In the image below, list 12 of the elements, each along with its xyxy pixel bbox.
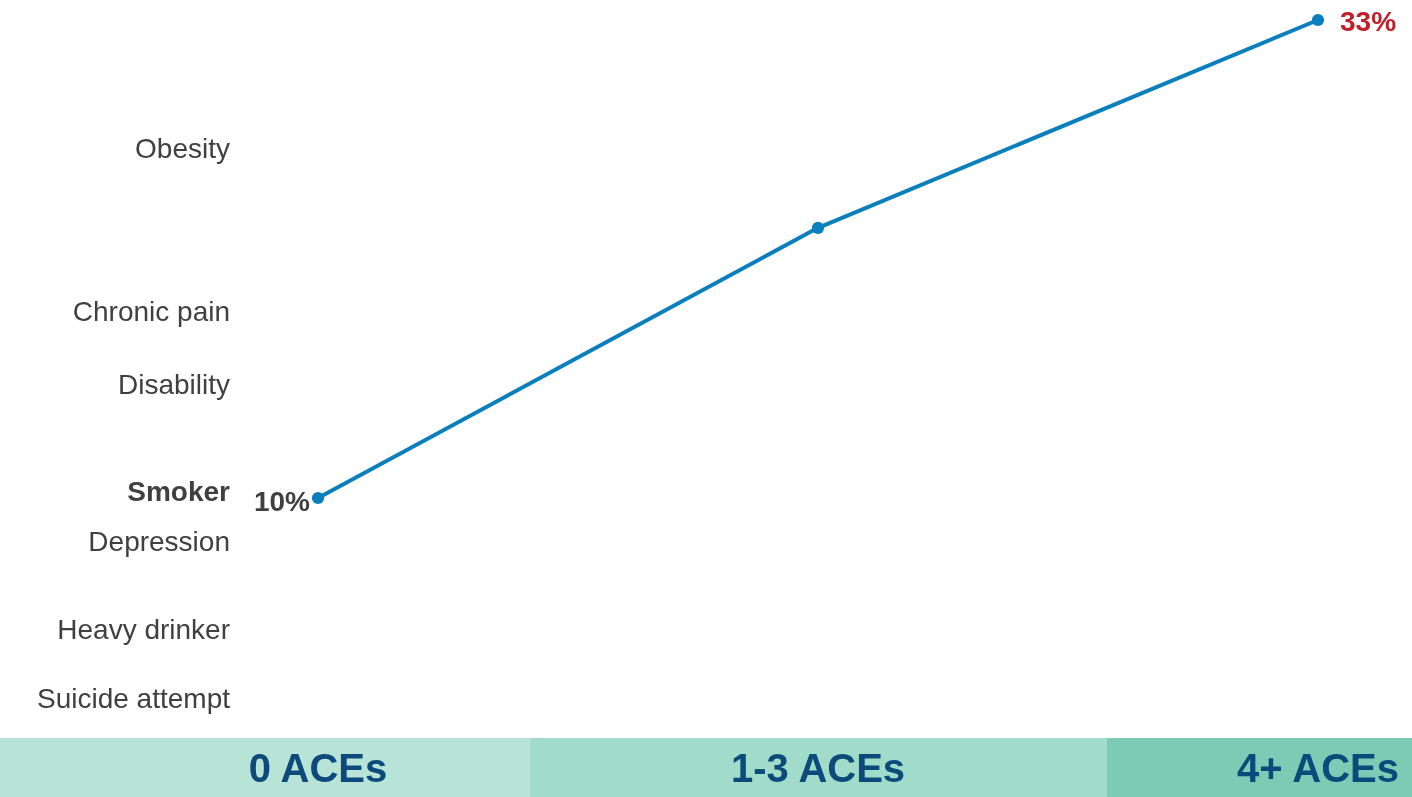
text: Depression [88, 526, 230, 557]
annotation: Smoker [127, 476, 231, 507]
data-label: 33% [1340, 6, 1397, 37]
x-tick-label: 0 ACEs [248, 746, 388, 790]
text: Heavy drinker [57, 614, 230, 645]
annotation: Chronic pain [72, 296, 230, 327]
annotation: Obesity [135, 133, 230, 164]
x-tick-label: 1-3 ACEs [730, 746, 906, 790]
text: Suicide attempt [37, 683, 231, 714]
data-label: 10% [253, 486, 311, 517]
annotation: Disability [117, 369, 230, 400]
x-tick-label: 4+ ACEs [1237, 746, 1399, 790]
